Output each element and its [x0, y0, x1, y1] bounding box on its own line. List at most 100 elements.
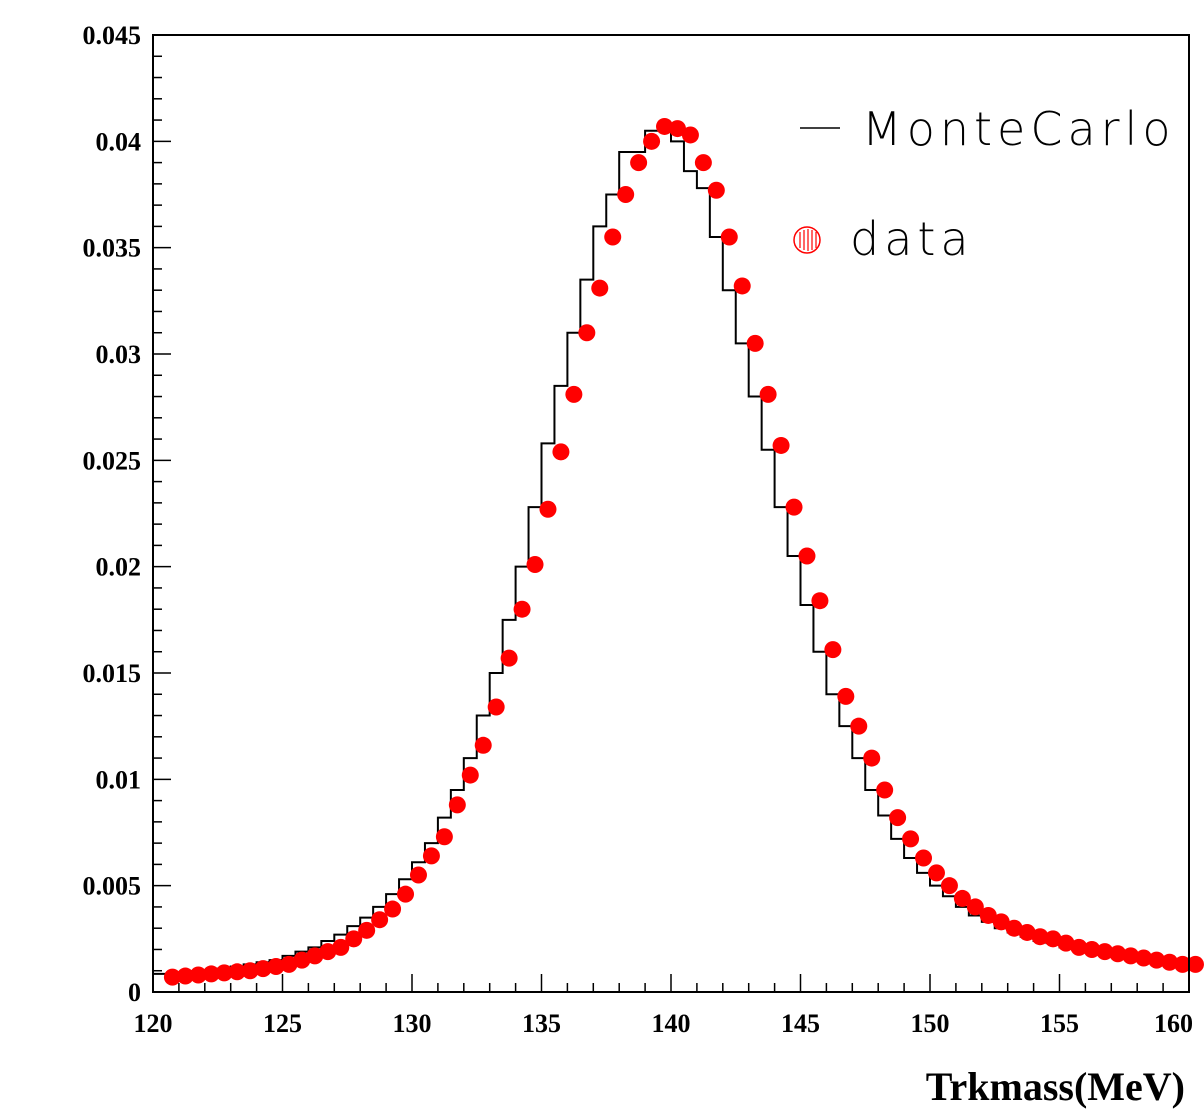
data-point	[1109, 945, 1127, 963]
data-point	[733, 277, 751, 295]
data-point	[448, 796, 466, 814]
y-tick-label: 0.01	[96, 765, 142, 794]
x-tick-label: 125	[263, 1009, 302, 1038]
data-point	[565, 385, 583, 403]
data-point	[293, 951, 311, 969]
data-point	[850, 717, 868, 735]
data-point	[668, 120, 686, 138]
data-point	[241, 962, 259, 980]
y-tick-labels: 0 0.005 0.01 0.015 0.02 0.025 0.03 0.035 0.04 0.0…	[83, 21, 142, 1007]
plot-frame	[152, 34, 1190, 993]
data-point	[681, 126, 699, 144]
data-point	[487, 698, 505, 716]
data-point	[1005, 919, 1023, 937]
x-tick-label: 135	[522, 1009, 561, 1038]
x-tick-labels: 120 125 130 135 140 145 150 155 160	[134, 1009, 1194, 1038]
data-point	[915, 849, 933, 867]
data-point	[461, 766, 479, 784]
data-point	[1174, 955, 1192, 973]
data-point	[824, 641, 842, 659]
data-point	[578, 324, 596, 342]
data-point	[656, 117, 674, 135]
data-point	[358, 921, 376, 939]
data-point	[1135, 949, 1153, 967]
data-point	[772, 436, 790, 454]
data-point	[409, 866, 427, 884]
data-point	[384, 900, 402, 918]
data-point	[500, 649, 518, 667]
data-point	[474, 736, 492, 754]
data-point	[798, 547, 816, 565]
data-point	[215, 964, 233, 982]
x-axis-title: Trkmass(MeV)	[926, 1064, 1185, 1109]
data-point	[940, 877, 958, 895]
data-point	[1070, 938, 1088, 956]
data-point	[1018, 923, 1036, 941]
data-point	[617, 186, 635, 203]
y-tick-label: 0.035	[83, 234, 142, 263]
data-point	[1044, 930, 1062, 948]
y-tick-label: 0.045	[83, 21, 142, 50]
x-tick-label: 160	[1154, 1009, 1193, 1038]
data-point	[1122, 947, 1140, 965]
x-tick-label: 120	[134, 1009, 173, 1038]
data-point	[280, 955, 298, 973]
data-point	[332, 938, 350, 956]
data-point	[552, 443, 570, 461]
y-tick-label: 0.005	[83, 872, 142, 901]
data-point	[254, 960, 272, 978]
legend: MonteCarlo data	[793, 102, 1170, 266]
y-tick-label: 0.025	[83, 446, 142, 475]
data-point	[345, 930, 363, 948]
y-tick-label: 0.04	[96, 127, 142, 156]
data-point	[927, 864, 945, 882]
data-point	[513, 600, 531, 618]
y-tick-label: 0.02	[96, 553, 142, 582]
axis-ticks	[152, 34, 1190, 993]
data-point	[228, 963, 246, 981]
y-tick-label: 0.015	[83, 659, 142, 688]
data-point	[163, 968, 181, 986]
data-point	[1057, 934, 1075, 952]
data-point	[435, 828, 453, 846]
x-tick-label: 140	[652, 1009, 691, 1038]
legend-data-marker	[793, 226, 821, 254]
data-point	[979, 906, 997, 924]
data-point	[1031, 928, 1049, 946]
data-point	[966, 898, 984, 916]
data-point	[863, 749, 881, 767]
data-point	[630, 154, 648, 172]
y-tick-label: 0	[128, 978, 141, 1007]
x-tick-label: 150	[911, 1009, 950, 1038]
data-point	[539, 500, 557, 518]
data-point	[176, 967, 194, 985]
x-tick-label: 130	[393, 1009, 432, 1038]
data-point	[591, 279, 609, 297]
data-point	[526, 556, 544, 574]
data-point	[992, 913, 1010, 931]
data-point	[837, 687, 855, 705]
data-point	[720, 228, 738, 246]
data-point	[643, 132, 661, 150]
data-point	[876, 781, 894, 799]
data-layer	[163, 117, 1204, 986]
data-point	[397, 885, 415, 903]
data-point	[746, 334, 764, 352]
data-point	[759, 385, 777, 403]
data-point	[189, 966, 207, 984]
data-point	[1161, 953, 1179, 971]
x-tick-label: 145	[781, 1009, 820, 1038]
data-point	[1096, 943, 1114, 961]
y-tick-label: 0.03	[96, 340, 142, 369]
data-point	[319, 943, 337, 961]
data-point	[811, 592, 829, 610]
x-tick-label: 155	[1040, 1009, 1079, 1038]
data-point	[306, 947, 324, 965]
data-point	[1148, 951, 1166, 969]
data-point	[1186, 955, 1204, 973]
data-point	[694, 154, 712, 172]
data-point	[953, 889, 971, 907]
data-point	[371, 911, 389, 929]
